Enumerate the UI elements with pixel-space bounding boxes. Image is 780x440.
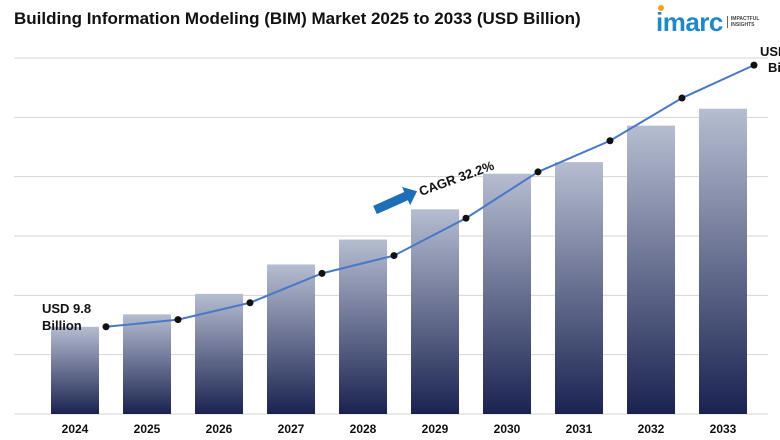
cagr-annotation: CAGR 32.2%: [373, 158, 496, 215]
x-tick-2031: 2031: [566, 422, 593, 436]
x-tick-labels: 2024 2025 2026 2027 2028 2029 2030 2031 2032 2033: [62, 422, 737, 436]
x-tick-2026: 2026: [206, 422, 233, 436]
bar-2030: [483, 173, 531, 414]
chart-title: Building Information Modeling (BIM) Mark…: [14, 9, 581, 28]
bar-2032: [627, 125, 675, 414]
end-value-label: USD 29.9: [760, 44, 780, 59]
logo-word-text: imarc: [656, 7, 723, 37]
bar-2026: [195, 293, 243, 414]
start-value-label: USD 9.8: [42, 301, 91, 316]
bar-2031: [555, 162, 603, 414]
logo-dot-icon: [658, 5, 664, 11]
x-tick-2027: 2027: [278, 422, 305, 436]
x-tick-2033: 2033: [710, 422, 737, 436]
trend-line-path: [105, 64, 755, 328]
trend-point-2029: [462, 214, 470, 222]
end-unit-label: Billion: [768, 60, 780, 75]
x-tick-2024: 2024: [62, 422, 89, 436]
trend-line: [102, 61, 758, 331]
imarc-logo: imarc IMPACTFUL INSIGHTS: [656, 4, 766, 40]
start-unit-label: Billion: [42, 318, 82, 333]
trend-point-2032: [678, 94, 686, 102]
x-tick-2032: 2032: [638, 422, 665, 436]
bar-2028: [339, 239, 387, 414]
bar-2027: [267, 264, 315, 414]
trend-point-2028: [390, 252, 398, 260]
bar-2033: [699, 108, 747, 414]
x-tick-2025: 2025: [134, 422, 161, 436]
trend-point-2030: [534, 168, 542, 176]
x-tick-2030: 2030: [494, 422, 521, 436]
trend-point-2026: [246, 299, 254, 307]
x-tick-2029: 2029: [422, 422, 449, 436]
logo-wordmark: imarc: [656, 5, 723, 37]
trend-point-2033: [750, 61, 758, 69]
trend-point-2027: [318, 269, 326, 277]
bar-2029: [411, 209, 459, 414]
trend-point-2024: [102, 323, 110, 331]
trend-point-2025: [174, 316, 182, 324]
arrow-icon: [373, 187, 418, 215]
bars: [51, 108, 747, 414]
x-tick-2028: 2028: [350, 422, 377, 436]
bar-2024: [51, 326, 99, 414]
logo-tagline: IMPACTFUL INSIGHTS: [726, 16, 766, 28]
start-annotation: USD 9.8 Billion: [42, 301, 91, 333]
bar-2025: [123, 314, 171, 414]
trend-point-2031: [606, 137, 614, 145]
end-annotation: USD 29.9 Billion: [760, 44, 780, 75]
